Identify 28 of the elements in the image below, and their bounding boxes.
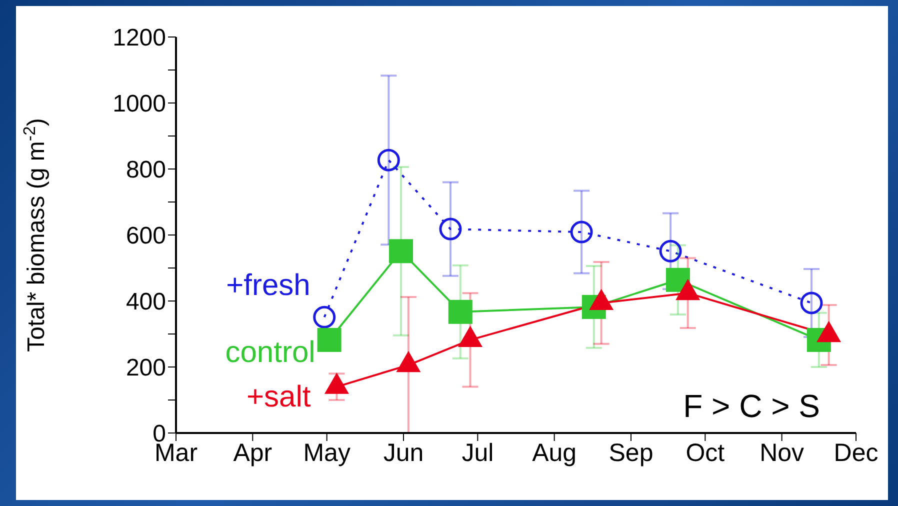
- series-label: control: [225, 336, 316, 369]
- point: [439, 218, 462, 240]
- point: [389, 239, 414, 264]
- series-label: +fresh: [226, 269, 310, 302]
- point: [317, 328, 342, 352]
- x-tick-label: Nov: [760, 438, 805, 467]
- y-tick-label: 400: [126, 288, 166, 316]
- x-tick-label: Jul: [462, 438, 494, 467]
- point: [659, 240, 682, 262]
- point: [448, 300, 472, 324]
- series-label: +salt: [246, 380, 312, 414]
- annotation: F > C > S: [683, 388, 820, 425]
- y-tick-label: 800: [126, 156, 166, 184]
- x-tick-label: Oct: [686, 438, 725, 467]
- x-tick-label: May: [303, 438, 351, 467]
- y-tick-label: 600: [126, 222, 166, 250]
- x-tick-label: Jun: [383, 438, 424, 467]
- y-tick-label: 1200: [112, 24, 166, 52]
- y-tick-label: 1000: [112, 90, 166, 118]
- x-tick-label: Aug: [532, 438, 577, 467]
- x-tick-label: Apr: [233, 438, 272, 467]
- point: [800, 292, 823, 314]
- point: [377, 148, 400, 172]
- y-tick-label: 200: [126, 354, 166, 382]
- x-tick-label: Dec: [834, 438, 878, 467]
- point: [313, 306, 336, 328]
- x-tick-label: Sep: [608, 438, 654, 467]
- point: [570, 220, 593, 244]
